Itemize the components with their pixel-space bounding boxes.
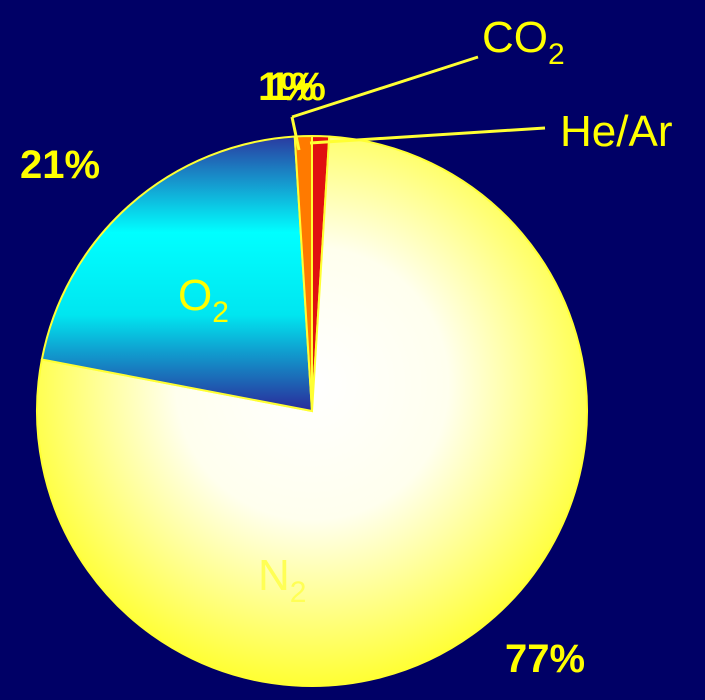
- callout-label-he-ar: He/Ar: [560, 107, 672, 156]
- value-label-he-ar: 1%: [258, 65, 316, 109]
- slice-group: [36, 134, 588, 687]
- slice-label-n2: N2: [258, 551, 306, 609]
- callout-label-co2: CO2: [482, 13, 565, 71]
- leader-line-he-ar: [309, 126, 546, 145]
- value-label-co2: 1%: [268, 65, 326, 109]
- leader-line-co2: [290, 116, 301, 151]
- leader-line-co2-upper: [291, 55, 479, 119]
- slice-label-o2: O2: [178, 271, 229, 329]
- slice-o2: [40, 135, 314, 413]
- value-label-n2: 77%: [505, 637, 585, 681]
- leader-lines: [290, 55, 546, 151]
- value-label-o2: 21%: [20, 143, 100, 187]
